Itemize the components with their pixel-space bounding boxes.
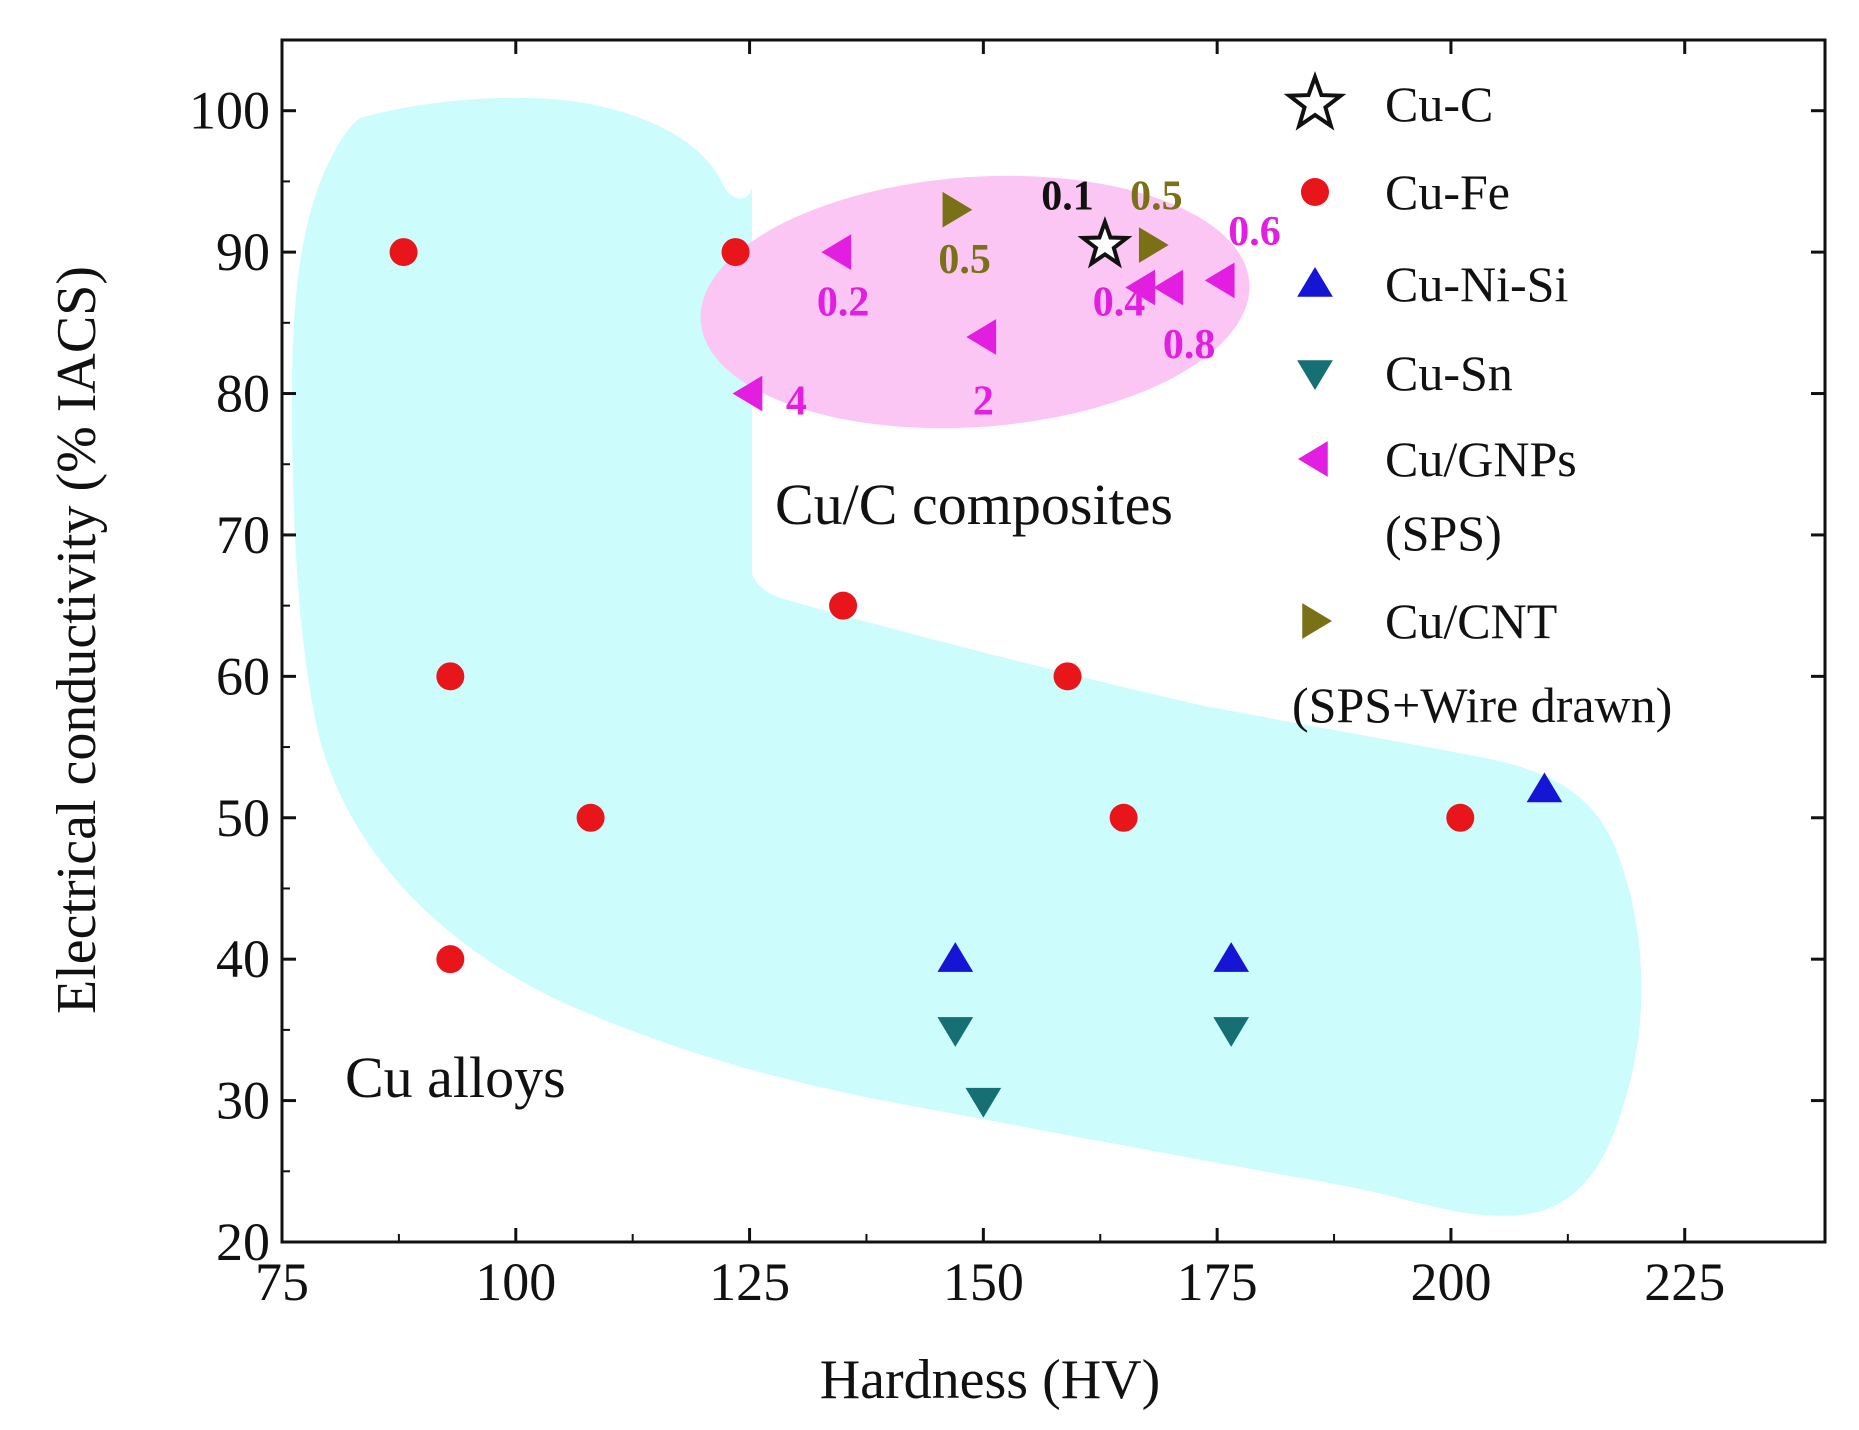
x-axis-title: Hardness (HV)	[820, 1349, 1161, 1411]
data-point-cu-fe	[389, 238, 418, 267]
point-annotation: 0.5	[938, 237, 991, 283]
plot-frame	[280, 38, 1827, 1244]
y-tick-label: 60	[216, 646, 270, 706]
x-tick-label: 225	[1644, 1252, 1725, 1312]
data-point-cu-fe	[576, 803, 605, 832]
y-tick-label: 80	[216, 364, 270, 424]
legend-label: Cu/GNPs	[1385, 431, 1577, 487]
region-cu-alloys	[292, 97, 1642, 1216]
y-tick-label: 50	[216, 788, 270, 848]
data-point-cu-ni-si	[1213, 942, 1250, 972]
data-point-cu-cnt-sps-wire-drawn	[1138, 227, 1169, 263]
x-tick-label: 150	[943, 1252, 1024, 1312]
legend-label: Cu-C	[1385, 76, 1493, 132]
axes-frame	[280, 38, 1827, 1244]
point-annotation: 2	[973, 379, 994, 425]
point-annotation: 4	[786, 379, 807, 425]
y-tick-label: 20	[216, 1212, 270, 1272]
legend-label: Cu-Ni-Si	[1385, 256, 1568, 312]
y-tick-label: 40	[216, 929, 270, 989]
region-labels: Cu alloys Cu/C composites	[345, 472, 1173, 1110]
data-point-cu-sn	[1213, 1017, 1250, 1047]
data-point-cu-fe	[436, 945, 465, 974]
y-tick-label: 100	[189, 81, 270, 141]
legend-label: Cu-Sn	[1385, 345, 1513, 401]
y-axis-title: Electrical conductivity (% IACS)	[46, 266, 108, 1014]
point-annotation: 0.1	[1041, 174, 1094, 220]
point-annotation: 0.5	[1130, 174, 1183, 220]
legend-marker	[1297, 360, 1333, 390]
legend-label-line2: (SPS+Wire drawn)	[1292, 677, 1672, 733]
data-point-cu-cnt-sps-wire-drawn	[942, 191, 973, 228]
data-point-cu-sn	[965, 1087, 1002, 1118]
data-point-cu-fe	[436, 662, 465, 691]
x-tick-label: 200	[1410, 1252, 1491, 1312]
region-label-cu-c-composites: Cu/C composites	[775, 472, 1173, 537]
data-point-cu-ni-si	[937, 942, 974, 972]
legend-marker	[1283, 71, 1347, 131]
data-point-cu-fe	[1109, 803, 1138, 832]
x-tick-label: 100	[475, 1252, 556, 1312]
data-point-cu-gnps-sps	[966, 319, 997, 355]
data-point-cu-fe	[829, 591, 858, 620]
annotations-layer: 0.1 0.50.60.50.2 0.40.824	[786, 174, 1281, 425]
data-point-cu-gnps-sps	[1204, 262, 1235, 299]
point-annotation: 0.6	[1228, 209, 1281, 255]
data-point-cu-gnps-sps	[821, 234, 852, 270]
y-tick-label: 90	[216, 222, 270, 282]
data-point-cu-gnps-sps	[1153, 269, 1184, 306]
legend-label: Cu-Fe	[1385, 164, 1510, 220]
data-point-cu-sn	[937, 1017, 974, 1047]
data-point-cu-fe	[1446, 803, 1475, 832]
legend-marker	[1298, 441, 1328, 477]
data-points	[389, 191, 1563, 1118]
data-point-cu-fe	[1053, 662, 1082, 691]
x-tick-label: 75	[255, 1252, 309, 1312]
data-point-cu-c	[1077, 216, 1133, 269]
x-tick-label: 125	[709, 1252, 790, 1312]
axis-ticks: 75 100 125 150 175 200 225 20 30 40 50 60 70 80 90 100	[189, 40, 1825, 1312]
data-point-cu-ni-si	[1526, 772, 1563, 803]
legend-marker	[1301, 178, 1329, 206]
point-annotation: 0.8	[1163, 322, 1216, 368]
legend: Cu-C Cu-Fe Cu-Ni-Si Cu-Sn Cu/GNPs (SPS) Cu/CNT…	[1283, 71, 1672, 733]
data-point-cu-fe	[721, 238, 750, 267]
point-annotation: 0.2	[817, 280, 870, 326]
region-label-cu-alloys: Cu alloys	[345, 1045, 566, 1110]
data-point-cu-gnps-sps	[732, 375, 763, 412]
legend-marker	[1297, 267, 1333, 297]
y-tick-label: 30	[216, 1071, 270, 1131]
legend-label: Cu/CNT	[1385, 593, 1557, 649]
legend-marker	[1302, 603, 1332, 639]
legend-label-line2: (SPS)	[1385, 505, 1502, 561]
data-point-cu-gnps-sps	[1125, 269, 1156, 306]
y-tick-label: 70	[216, 505, 270, 565]
x-tick-label: 175	[1177, 1252, 1258, 1312]
